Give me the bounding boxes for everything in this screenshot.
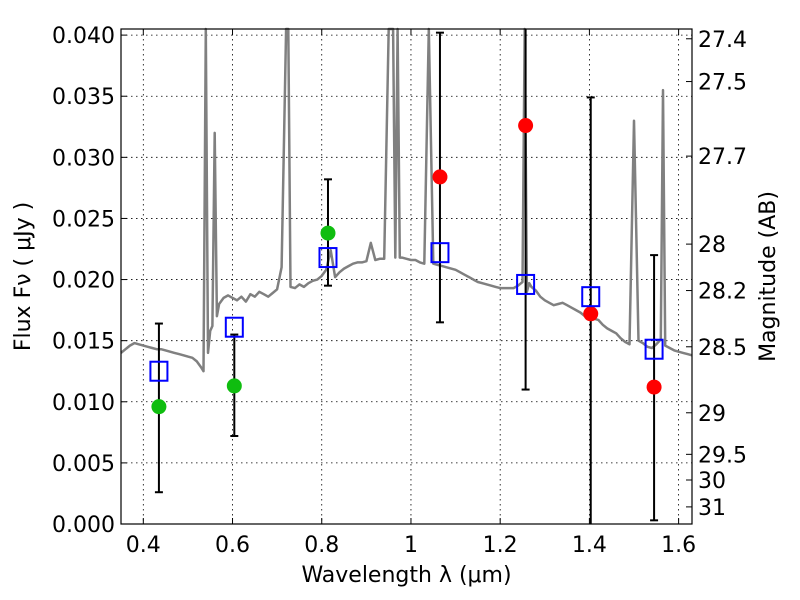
data-point-square	[581, 286, 601, 308]
magnitude-tick-label: 31	[698, 496, 726, 521]
y-tick-label: 0.005	[52, 452, 115, 477]
data-point-circle	[151, 399, 167, 415]
data-point-square	[149, 360, 169, 382]
data-point-square	[224, 316, 244, 338]
magnitude-tick-label: 28.2	[698, 280, 747, 305]
x-tick-label: 1	[404, 533, 418, 558]
y-tick-label: 0.010	[52, 391, 115, 416]
data-point-square	[430, 242, 450, 264]
magnitude-tick-label: 28.5	[698, 336, 747, 361]
y-tick-label: 0.015	[52, 330, 115, 355]
magnitude-tick-label: 29	[698, 402, 726, 427]
y-tick-label: 0.000	[52, 513, 115, 538]
data-point-square	[516, 273, 536, 295]
data-point-circle	[518, 118, 534, 134]
data-point-circle	[583, 306, 599, 322]
x-axis-label: Wavelength λ (μm)	[301, 563, 511, 588]
x-axis: 0.4 0.6 0.8 1 1.2 1.4 1.6	[126, 29, 696, 558]
magnitude-tick-label: 27.5	[698, 71, 747, 96]
y-tick-label: 0.035	[52, 85, 115, 110]
y-tick-label: 0.040	[52, 24, 115, 49]
x-tick-label: 1.2	[483, 533, 518, 558]
x-tick-label: 0.8	[304, 533, 339, 558]
plot-frame	[120, 28, 693, 525]
magnitude-tick-label: 27.4	[698, 28, 747, 53]
data-point-square	[644, 338, 664, 360]
x-tick-label: 0.4	[126, 533, 161, 558]
magnitude-tick-label: 28	[698, 233, 726, 258]
magnitude-tick-label: 27.7	[698, 145, 747, 170]
magnitude-axis-label: Magnitude (AB)	[756, 191, 781, 362]
magnitude-tick-label: 30	[698, 469, 726, 494]
data-point-circle	[432, 169, 448, 185]
magnitude-tick-label: 29.5	[698, 443, 747, 468]
x-tick-label: 0.6	[215, 533, 250, 558]
y-tick-label: 0.025	[52, 207, 115, 232]
y-tick-label: 0.020	[52, 269, 115, 294]
data-point-circle	[646, 379, 662, 395]
data-point-circle	[320, 225, 336, 241]
data-markers	[149, 118, 664, 415]
y-tick-label: 0.030	[52, 146, 115, 171]
data-point-square	[318, 247, 338, 269]
x-tick-label: 1.6	[661, 533, 696, 558]
data-point-circle	[226, 378, 242, 394]
x-tick-label: 1.4	[572, 533, 607, 558]
y-axis-label: Flux Fν ( μJy )	[11, 202, 36, 351]
y-axis: 0.000 0.005 0.010 0.015 0.020 0.025 0.030 0.035…	[52, 24, 127, 538]
